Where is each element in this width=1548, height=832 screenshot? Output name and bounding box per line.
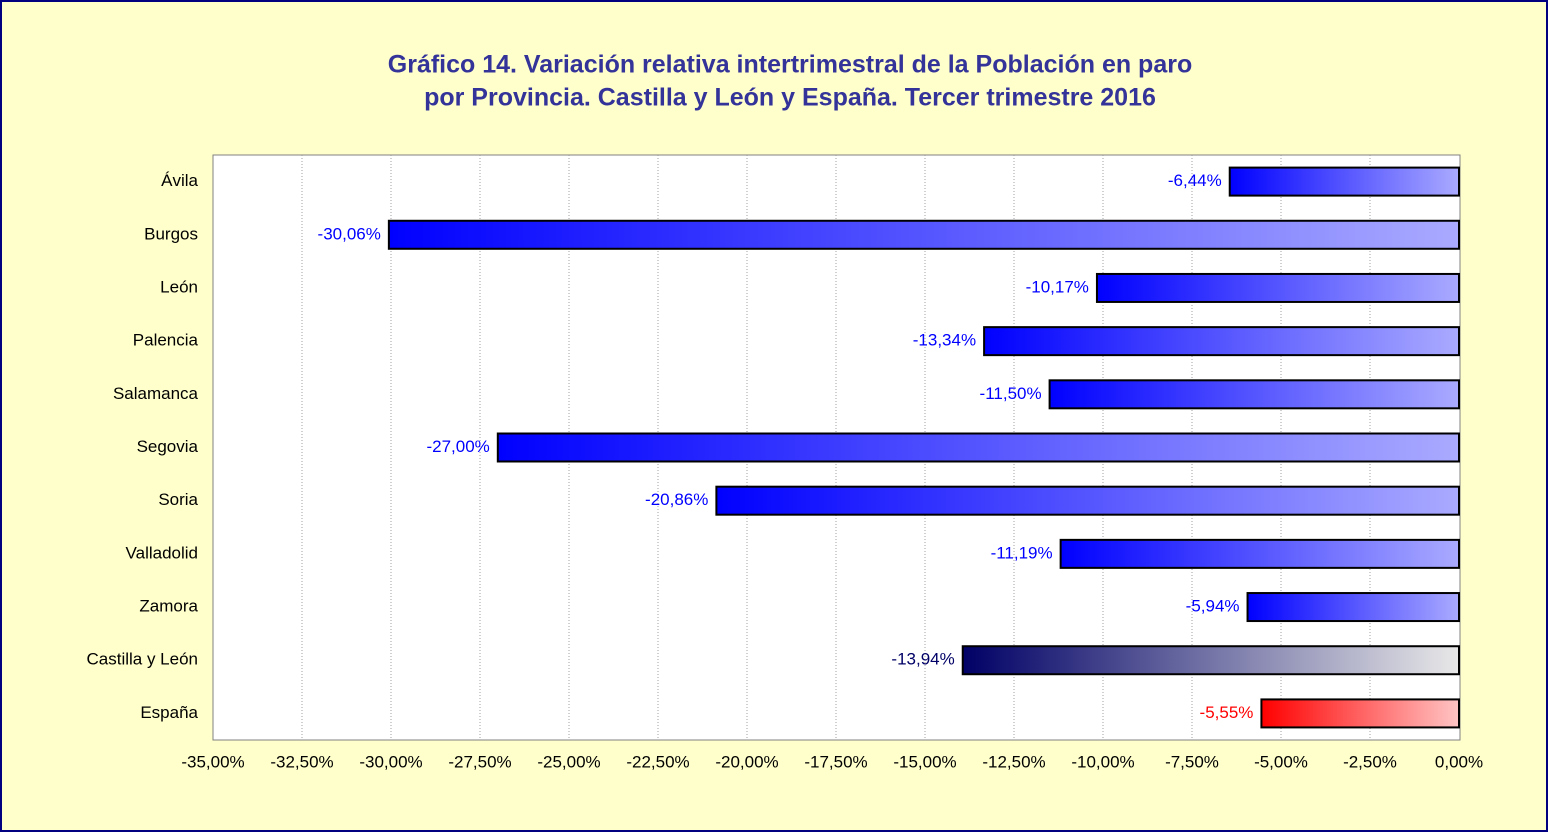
data-label: -10,17%	[1026, 277, 1089, 296]
x-tick-label: -7,50%	[1165, 752, 1219, 771]
x-tick-label: -5,00%	[1254, 752, 1308, 771]
x-tick-label: -15,00%	[893, 752, 956, 771]
data-label: -11,19%	[991, 543, 1053, 562]
category-label: Palencia	[133, 331, 199, 350]
category-label: Salamanca	[113, 384, 199, 403]
bar	[961, 645, 1461, 676]
data-label: -13,94%	[891, 650, 954, 669]
data-label: -13,34%	[913, 331, 976, 350]
bar	[1228, 166, 1460, 197]
bar	[1048, 379, 1460, 410]
x-tick-label: -17,50%	[804, 752, 867, 771]
data-label: -27,00%	[426, 437, 489, 456]
category-label: Zamora	[139, 597, 198, 616]
data-label: -30,06%	[318, 224, 381, 243]
x-tick-label: -35,00%	[181, 752, 244, 771]
category-label: Burgos	[144, 224, 198, 243]
x-tick-label: 0,00%	[1435, 752, 1483, 771]
category-label: Ávila	[161, 171, 198, 190]
x-tick-label: -20,00%	[715, 752, 778, 771]
category-label: Segovia	[137, 437, 199, 456]
bar	[1059, 538, 1460, 569]
x-tick-label: -30,00%	[359, 752, 422, 771]
category-label: Soria	[158, 490, 198, 509]
chart-title: Gráfico 14. Variación relativa intertrim…	[388, 51, 1192, 79]
data-label: -11,50%	[980, 384, 1042, 403]
x-tick-label: -27,50%	[448, 752, 511, 771]
data-label: -5,55%	[1200, 703, 1254, 722]
bar	[1260, 698, 1461, 729]
bar	[387, 219, 1460, 250]
x-tick-label: -2,50%	[1343, 752, 1397, 771]
data-label: -20,86%	[645, 490, 708, 509]
x-tick-label: -22,50%	[626, 752, 689, 771]
bar	[715, 485, 1460, 516]
category-label: Valladolid	[126, 543, 198, 562]
bar	[496, 432, 1460, 463]
data-label: -5,94%	[1186, 597, 1240, 616]
category-label: Castilla y León	[86, 650, 198, 669]
category-label: España	[140, 703, 198, 722]
bar	[1095, 272, 1460, 303]
x-tick-label: -12,50%	[982, 752, 1045, 771]
bar	[1246, 592, 1461, 623]
x-tick-label: -10,00%	[1071, 752, 1134, 771]
bar	[983, 326, 1460, 357]
chart-title: por Provincia. Castilla y León y España.…	[424, 84, 1156, 112]
category-label: León	[160, 277, 198, 296]
x-tick-label: -32,50%	[270, 752, 333, 771]
x-tick-label: -25,00%	[537, 752, 600, 771]
data-label: -6,44%	[1168, 171, 1222, 190]
